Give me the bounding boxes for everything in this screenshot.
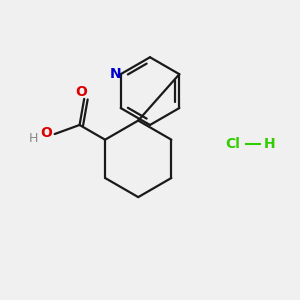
Text: O: O: [40, 126, 52, 140]
Text: N: N: [110, 67, 121, 81]
Text: H: H: [263, 137, 275, 151]
Text: O: O: [75, 85, 87, 98]
Text: H: H: [29, 132, 38, 145]
Text: Cl: Cl: [225, 137, 240, 151]
